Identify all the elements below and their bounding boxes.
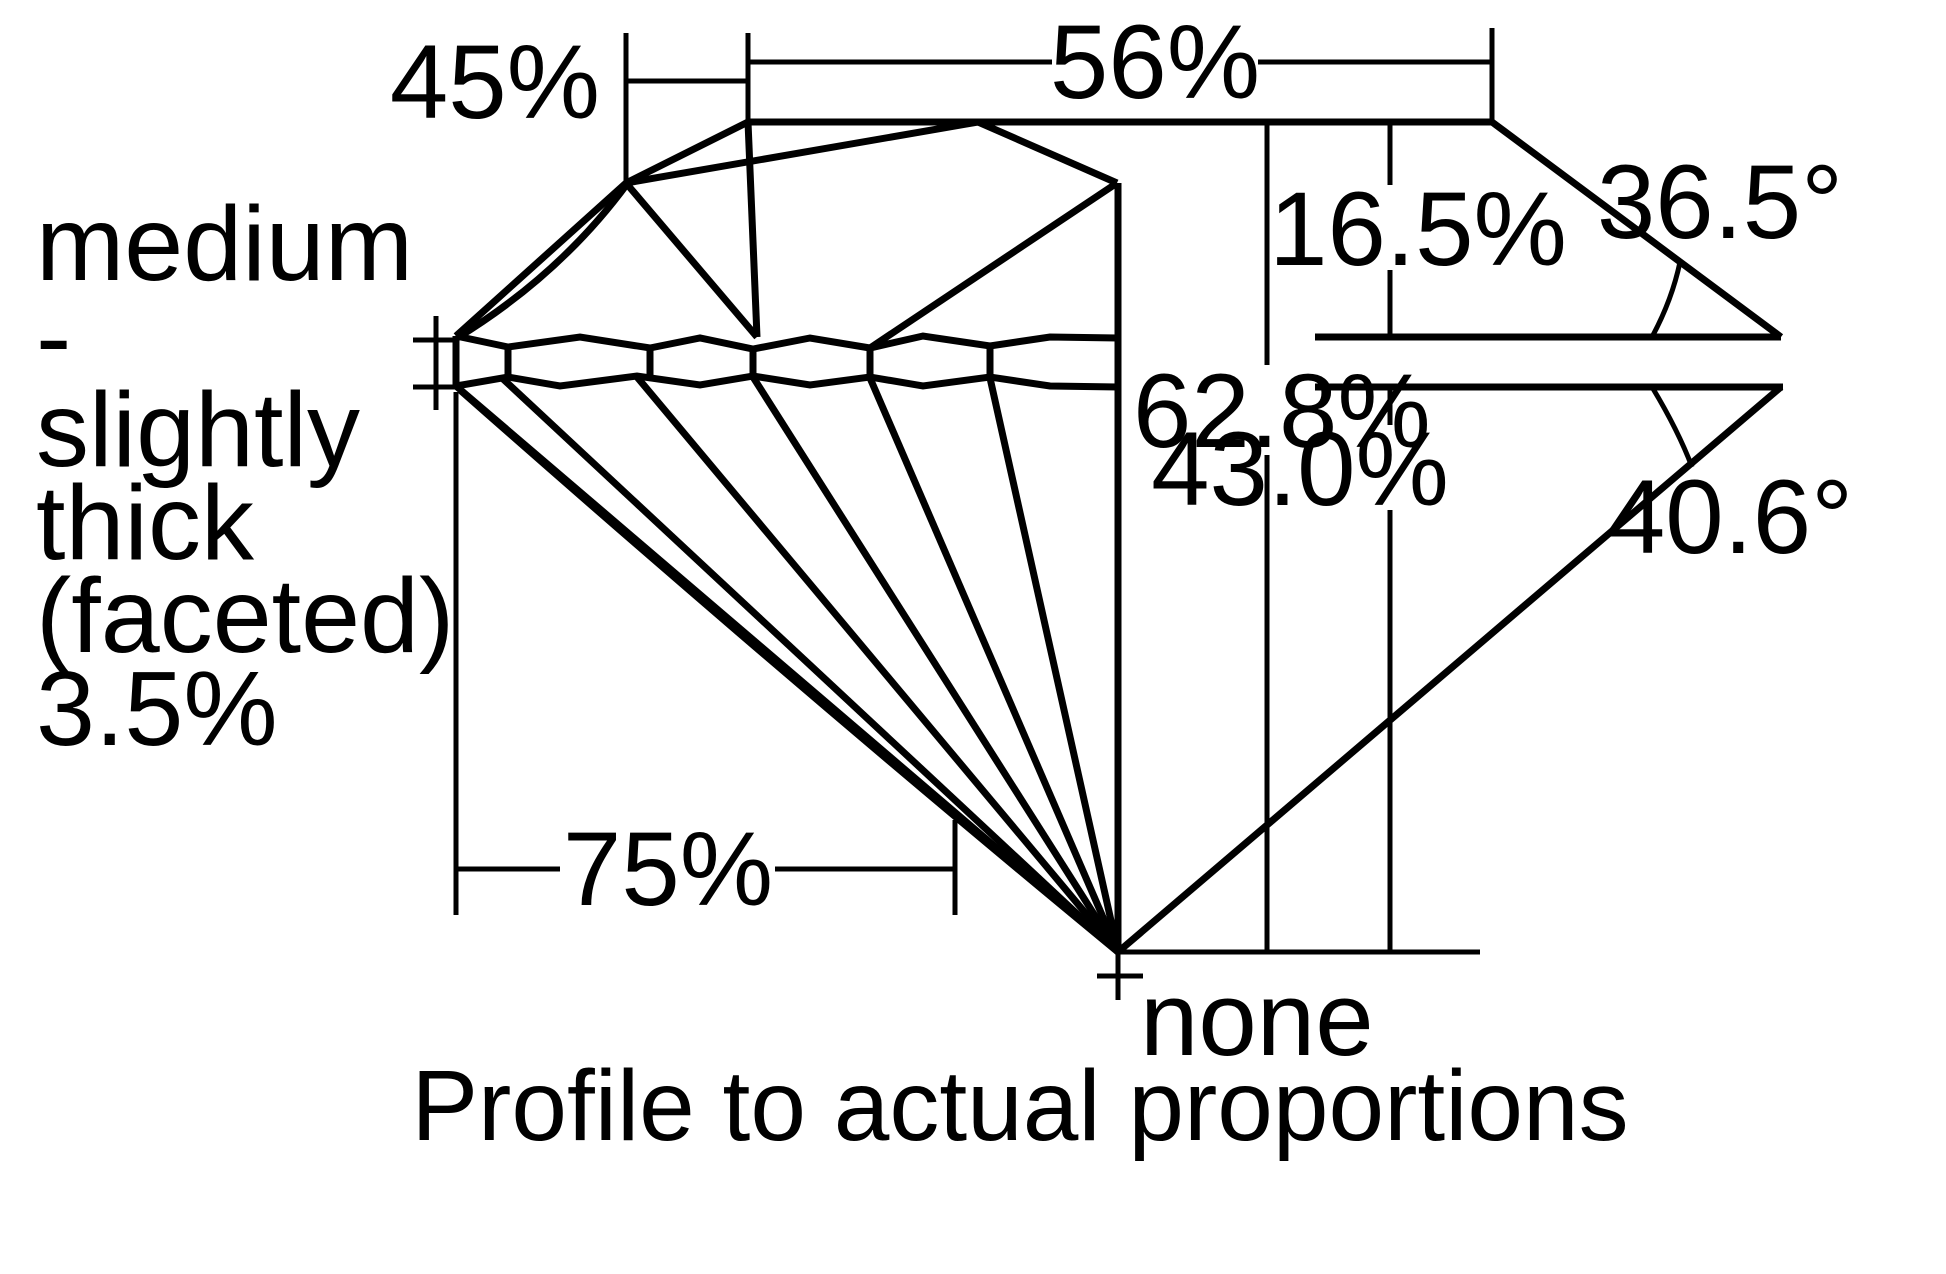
pavilion-angle-arc (1649, 385, 1695, 468)
girdle-bottom-scallop (455, 372, 1119, 391)
table-size-label: 56% (1050, 4, 1260, 121)
star-facet-edge (623, 180, 760, 340)
pavilion-silhouette-inner (457, 387, 1121, 955)
measurement-labels: 45% 56% 16.5% 36.5° 62.8% 43.0% 40.6° 75… (390, 4, 1853, 1078)
crown-silhouette (453, 118, 750, 339)
pavilion-facet-line-3 (750, 375, 1121, 954)
upper-girdle-facet-edge (868, 180, 1119, 351)
dimension-lines (413, 28, 1495, 1000)
pavilion-facet-line-5 (986, 377, 1122, 953)
pavilion-facets-left (453, 183, 1122, 955)
lower-half-label: 75% (563, 811, 773, 928)
girdle-label-line4: thick (36, 464, 255, 582)
pavilion-angle-label: 40.6° (1607, 459, 1853, 576)
crown-angle-slope (1489, 119, 1784, 340)
girdle-top-scallop (455, 332, 1119, 353)
total-depth-label: 62.8% (1133, 353, 1431, 470)
crown-facets-left (453, 118, 1119, 351)
pavilion-facet-line-4 (866, 376, 1122, 954)
girdle-description-label: medium - slightly thick (faceted) 3.5% (36, 185, 454, 768)
diagram-caption: Profile to actual proportions (411, 1050, 1628, 1162)
bezel-facet-edge (744, 121, 761, 338)
crown-height-label: 16.5% (1269, 171, 1567, 288)
reference-outline-right (1115, 119, 1784, 955)
girdle-label-line1: medium (36, 185, 413, 303)
star-lower-edge (625, 118, 979, 187)
girdle-band (452, 332, 1119, 391)
star-length-label: 45% (390, 24, 600, 141)
girdle-label-line3: slightly (36, 371, 360, 489)
crown-angle-arc (1649, 261, 1683, 339)
girdle-label-line6: 3.5% (36, 650, 278, 768)
culet-label: none (1140, 961, 1374, 1078)
culet-mark (1097, 952, 1143, 1000)
crown-silhouette-inner (455, 181, 630, 341)
girdle-facet-joints (504, 346, 994, 377)
pavilion-facet-line-2 (634, 374, 1121, 955)
girdle-thickness-marks (413, 316, 459, 410)
pavilion-angle-slope (1115, 384, 1784, 955)
girdle-label-line2: - (36, 278, 71, 396)
pavilion-depth-label: 43.0% (1151, 411, 1449, 528)
crown-angle-label: 36.5° (1597, 144, 1843, 261)
girdle-label-line5: (faceted) (36, 557, 454, 675)
kite-facet-edge (976, 118, 1119, 187)
pavilion-facet-line-1 (499, 375, 1121, 955)
